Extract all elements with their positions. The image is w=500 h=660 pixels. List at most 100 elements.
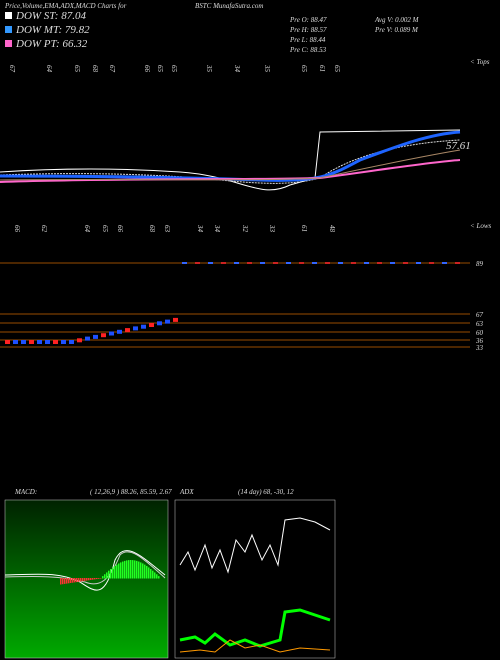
hist-bar [92,578,94,580]
mini-bar [455,262,460,264]
hist-bar [110,569,112,579]
minus-di [179,639,331,653]
hist-bar [72,578,74,583]
signal-line [4,551,166,585]
candle [101,333,106,338]
top-date: 35 [263,64,271,73]
mini-bar [273,262,278,264]
hist-bar [74,578,76,583]
hist-bar [138,561,140,579]
hist-bar [114,565,116,579]
hist-bar [84,578,86,581]
hist-bar [156,574,158,579]
mini-bar [299,262,304,264]
mini-bar [195,262,200,264]
hist-bar [116,564,118,579]
top-date: 65 [333,65,341,73]
mini-bar [403,262,408,264]
mini-bar [377,262,382,264]
bottom-date: 65 [101,225,109,233]
hist-bar [80,578,82,582]
mini-bar [247,262,252,264]
top-date: 68 [91,65,99,73]
hist-bar [64,578,66,584]
bottom-date: 61 [300,225,308,232]
stat: Pre H: 88.57 [289,26,327,34]
hist-bar [82,578,84,582]
mini-bar [325,262,330,264]
candle [117,329,122,334]
mini-bar [286,262,291,264]
mini-bar [390,262,395,264]
top-date: 67 [8,65,16,73]
hist-bar [122,561,124,579]
mini-bar [429,262,434,264]
legend-swatch [5,40,12,47]
candle [85,336,90,341]
hist-bar [120,562,122,579]
candle [13,340,18,344]
candle [165,319,170,324]
hist-bar [154,572,156,579]
hist-bar [104,574,106,579]
price-line [0,129,461,191]
mini-bar [416,262,421,264]
hist-bar [108,570,110,579]
macd-params: ( 12,26,9 ) 88.26, 85.59, 2.67 [90,488,172,496]
lows-label: < Lows [470,222,492,230]
hist-bar [148,567,150,579]
hist-bar [152,570,154,579]
adx-params: (14 day) 68, -30, 12 [238,488,294,496]
stat: Pre L: 88.44 [289,36,326,44]
top-date: 65 [156,65,164,73]
level-label: 63 [476,320,484,328]
candle [29,340,34,344]
legend-label: DOW ST: 87.04 [15,10,86,22]
macd-histogram [60,560,160,585]
hist-bar [86,578,88,581]
candle [133,326,138,331]
top-date: 65 [73,65,81,73]
bottom-date: 64 [83,225,91,233]
bottom-date: 34 [196,224,204,233]
candle [37,340,42,344]
mini-bar [351,262,356,264]
hist-bar [78,578,80,582]
candle [45,340,50,344]
mini-bar [234,262,239,264]
level-label: 89 [476,260,484,268]
hist-bar [96,578,98,580]
adx-title: ADX [179,488,194,496]
hist-bar [102,576,104,579]
price-label: 57.61 [446,140,471,152]
level-label: 36 [475,337,484,345]
top-date: 65 [300,65,308,73]
hist-bar [66,578,68,584]
adx-line [179,517,331,574]
hist-bar [140,562,142,579]
mini-bar [312,262,317,264]
candle [149,323,154,327]
top-date: 65 [170,65,178,73]
stat: Pre C: 88.53 [289,46,327,54]
hist-bar [150,569,152,579]
hist-bar [118,563,120,579]
hist-bar [144,564,146,579]
hist-bar [100,578,102,579]
hist-bar [68,578,70,584]
level-label: 33 [475,344,484,352]
level-label: 67 [476,311,484,319]
top-date: 35 [205,64,213,73]
candle [173,317,178,322]
top-date: 64 [45,65,53,73]
hist-bar [94,578,96,580]
hist-bar [128,560,130,579]
candle [53,340,58,344]
top-date: 66 [143,65,151,73]
legend-label: DOW MT: 79.82 [15,24,90,36]
mini-bar [442,262,447,264]
stat: Pre O: 88.47 [289,16,327,24]
macd-line [4,550,166,591]
